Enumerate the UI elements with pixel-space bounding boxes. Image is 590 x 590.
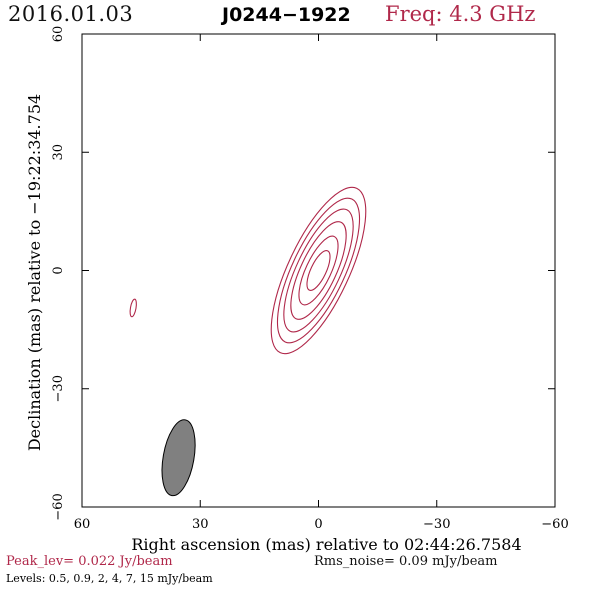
plot-frame	[81, 33, 556, 508]
contour-ellipse	[290, 221, 347, 320]
secondary-contour	[129, 298, 137, 318]
contour-ellipse	[298, 235, 339, 306]
y-tick-label: 0	[51, 266, 66, 274]
observation-date: 2016.01.03	[8, 2, 134, 26]
contour-ellipse	[283, 208, 354, 333]
beam-ellipse	[161, 419, 196, 497]
peak-level: Peak_lev= 0.022 Jy/beam	[6, 554, 173, 569]
contour-levels: Levels: 0.5, 0.9, 2, 4, 7, 15 mJy/beam	[6, 572, 213, 585]
x-tick-label: 60	[74, 517, 91, 532]
frequency-label: Freq: 4.3 GHz	[385, 2, 536, 26]
rms-noise: Rms_noise= 0.09 mJy/beam	[314, 554, 498, 569]
y-tick-label: 60	[51, 26, 66, 43]
y-axis-label: Declination (mas) relative to −19:22:34.…	[25, 94, 44, 451]
contour-ellipse	[276, 197, 361, 344]
x-tick-label: 0	[314, 517, 322, 532]
source-name: J0244−1922	[222, 4, 351, 26]
y-tick-label: −30	[51, 375, 66, 402]
x-tick-label: −30	[423, 517, 450, 532]
x-tick-label: −60	[541, 517, 568, 532]
y-tick-label: −60	[51, 493, 66, 520]
x-tick-label: 30	[192, 517, 209, 532]
contour-ellipse	[270, 186, 367, 355]
x-axis-label: Right ascension (mas) relative to 02:44:…	[131, 535, 521, 554]
y-tick-label: 30	[51, 144, 66, 161]
contour-ellipse	[306, 250, 331, 291]
